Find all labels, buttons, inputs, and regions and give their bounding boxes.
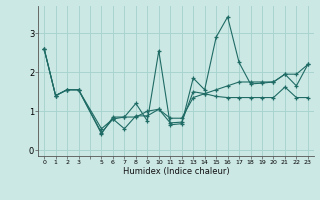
X-axis label: Humidex (Indice chaleur): Humidex (Indice chaleur)	[123, 167, 229, 176]
